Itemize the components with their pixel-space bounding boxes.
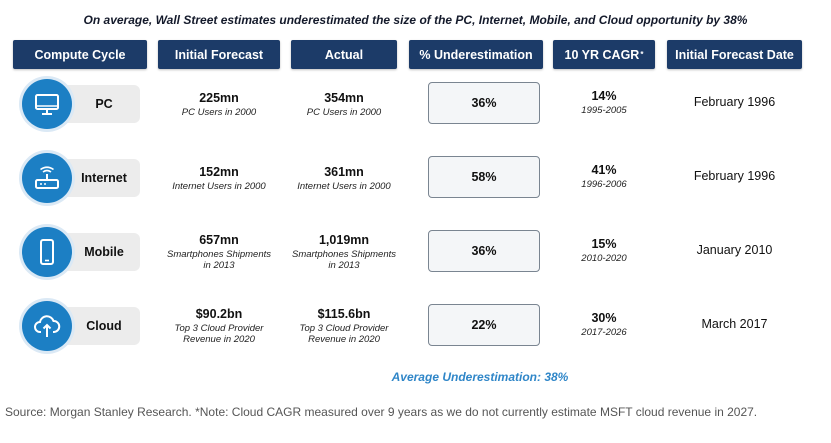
- average-underestimation: Average Underestimation: 38%: [391, 370, 569, 384]
- underestimation-value: 36%: [428, 230, 540, 272]
- initial-forecast-note: Internet Users in 2000: [172, 180, 266, 192]
- source-note: Source: Morgan Stanley Research. *Note: …: [5, 405, 758, 419]
- initial-forecast-note: PC Users in 2000: [181, 106, 257, 118]
- cagr-period: 2010-2020: [581, 252, 627, 264]
- initial-forecast-note: Smartphones Shipments in 2013: [166, 249, 272, 271]
- actual-cell: 361mn Internet Users in 2000: [285, 156, 403, 200]
- actual-cell: 354mn PC Users in 2000: [285, 82, 403, 126]
- header-cagr-footnote-mark: *: [640, 50, 644, 59]
- table-row: Mobile 657mn Smartphones Shipments in 2013…: [0, 222, 831, 282]
- actual-value: 1,019mn: [318, 233, 370, 247]
- header-initial-forecast: Initial Forecast: [158, 40, 280, 69]
- forecast-date: March 2017: [701, 317, 768, 331]
- cagr-value: 15%: [591, 236, 617, 251]
- header-underestimation-label: % Underestimation: [419, 47, 533, 62]
- header-forecast-date: Initial Forecast Date: [667, 40, 802, 69]
- underestimation-value: 58%: [428, 156, 540, 198]
- forecast-date: January 2010: [696, 243, 773, 257]
- initial-forecast-cell: $90.2bn Top 3 Cloud Provider Revenue in 2…: [158, 304, 280, 348]
- table-row: Cloud $90.2bn Top 3 Cloud Provider Revenue…: [0, 296, 831, 356]
- cagr-cell: 41% 1996-2006: [553, 154, 655, 198]
- header-underestimation: % Underestimation: [409, 40, 543, 69]
- header-cagr-label: 10 YR CAGR: [564, 47, 640, 62]
- forecast-date: February 1996: [693, 169, 776, 183]
- cagr-cell: 30% 2017-2026: [553, 302, 655, 346]
- cagr-value: 14%: [591, 88, 617, 103]
- header-compute-cycle: Compute Cycle: [13, 40, 147, 69]
- actual-note: PC Users in 2000: [306, 106, 382, 118]
- cagr-value: 41%: [591, 162, 617, 177]
- header-actual-label: Actual: [324, 47, 364, 62]
- cycle-name: PC: [95, 97, 113, 111]
- initial-forecast-cell: 225mn PC Users in 2000: [158, 82, 280, 126]
- actual-note: Smartphones Shipments in 2013: [291, 249, 397, 271]
- header-forecast-date-label: Initial Forecast Date: [675, 47, 794, 62]
- cagr-cell: 15% 2010-2020: [553, 228, 655, 272]
- table-row: PC 225mn PC Users in 2000 354mn PC Users in …: [0, 74, 831, 134]
- smartphone-icon: [22, 227, 72, 277]
- header-initial-forecast-label: Initial Forecast: [174, 47, 264, 62]
- initial-forecast-note: Top 3 Cloud Provider Revenue in 2020: [174, 323, 264, 345]
- actual-cell: $115.6bn Top 3 Cloud Provider Revenue in …: [285, 304, 403, 348]
- actual-value: $115.6bn: [317, 307, 371, 321]
- chart-title: On average, Wall Street estimates undere…: [83, 13, 748, 27]
- header-cagr: 10 YR CAGR *: [553, 40, 655, 69]
- initial-forecast-value: 152mn: [199, 164, 239, 179]
- actual-value: 354mn: [324, 90, 364, 105]
- initial-forecast-cell: 152mn Internet Users in 2000: [158, 156, 280, 200]
- cagr-cell: 14% 1995-2005: [553, 80, 655, 124]
- underestimation-value: 22%: [428, 304, 540, 346]
- header-actual: Actual: [291, 40, 397, 69]
- actual-note: Top 3 Cloud Provider Revenue in 2020: [299, 323, 389, 345]
- cycle-name: Mobile: [84, 245, 124, 259]
- initial-forecast-value: $90.2bn: [195, 307, 243, 321]
- cagr-value: 30%: [591, 310, 617, 325]
- actual-cell: 1,019mn Smartphones Shipments in 2013: [285, 230, 403, 274]
- cloud-upload-icon: [22, 301, 72, 351]
- initial-forecast-value: 657mn: [199, 233, 239, 247]
- monitor-icon: [22, 79, 72, 129]
- header-compute-cycle-label: Compute Cycle: [34, 47, 126, 62]
- table-row: Internet 152mn Internet Users in 2000 361mn…: [0, 148, 831, 208]
- initial-forecast-cell: 657mn Smartphones Shipments in 2013: [158, 230, 280, 274]
- underestimation-value: 36%: [428, 82, 540, 124]
- cagr-period: 1995-2005: [581, 104, 627, 116]
- forecast-date: February 1996: [693, 95, 776, 109]
- router-icon: [22, 153, 72, 203]
- initial-forecast-value: 225mn: [199, 90, 239, 105]
- cagr-period: 1996-2006: [581, 178, 627, 190]
- actual-note: Internet Users in 2000: [297, 180, 391, 192]
- cycle-name: Internet: [81, 171, 127, 185]
- cagr-period: 2017-2026: [581, 326, 627, 338]
- actual-value: 361mn: [324, 164, 364, 179]
- cycle-name: Cloud: [86, 319, 122, 333]
